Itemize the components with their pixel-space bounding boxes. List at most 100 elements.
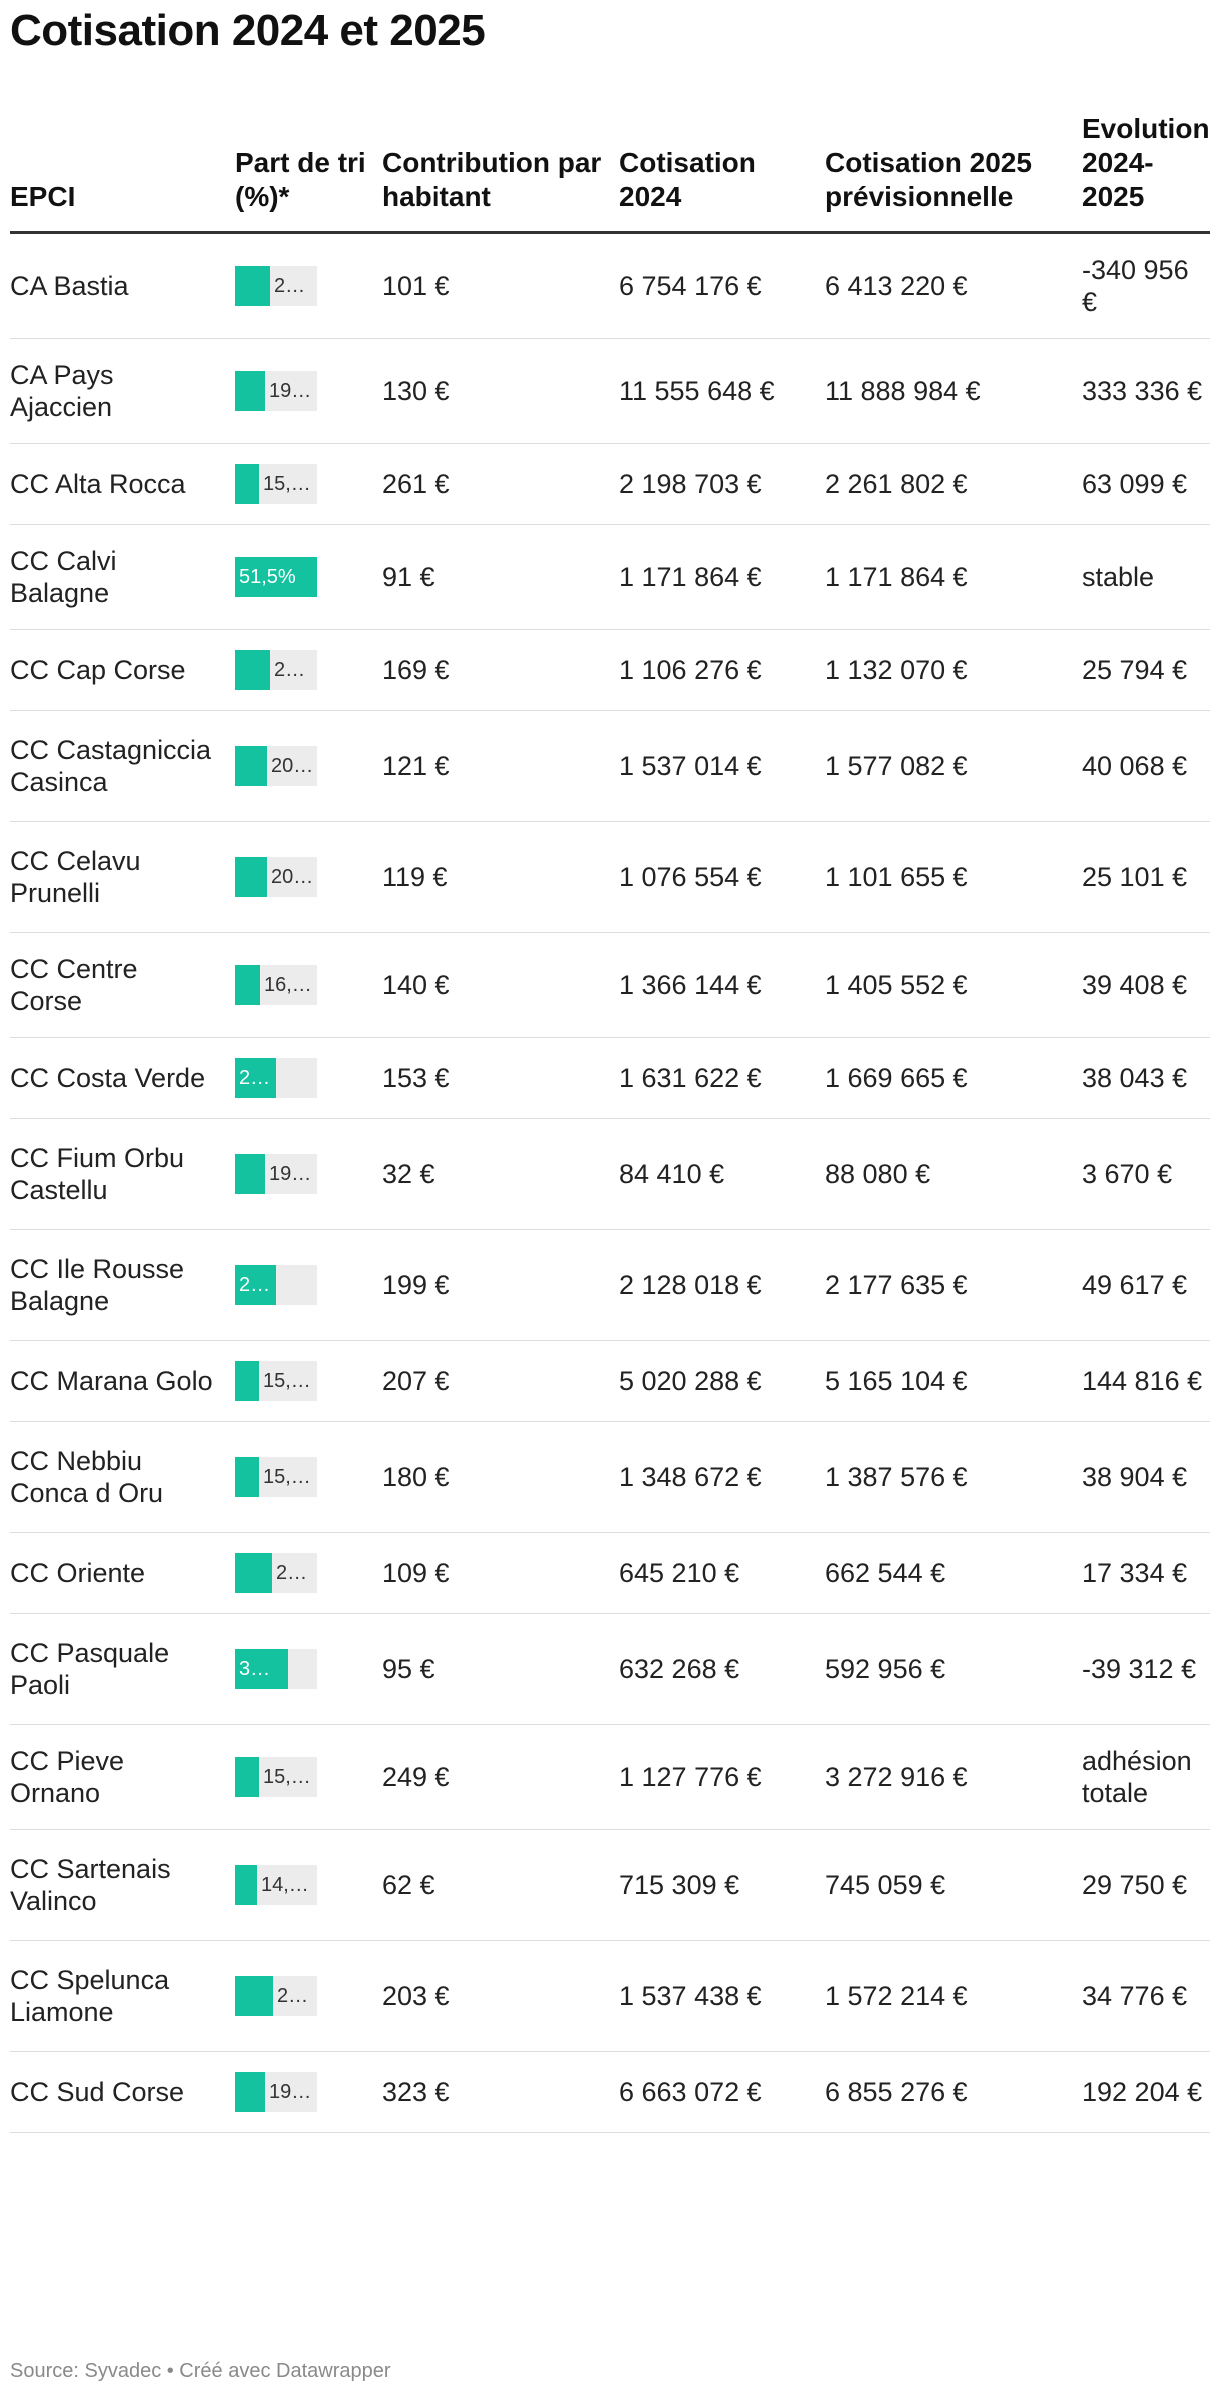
table-row: CC Spelunca Liamone 2… 203 €1 537 438 €1 5… <box>10 1940 1210 2052</box>
cell-part-de-tri: 2… <box>235 1940 382 2052</box>
part-de-tri-bar-fill <box>235 557 317 597</box>
cell-cotisation-2025: 88 080 € <box>825 1118 1082 1230</box>
part-de-tri-bar: 19… <box>235 1154 317 1194</box>
cell-evolution: stable <box>1082 524 1210 630</box>
page-title: Cotisation 2024 et 2025 <box>10 6 486 55</box>
part-de-tri-bar-fill <box>235 746 267 786</box>
cell-evolution: 40 068 € <box>1082 710 1210 822</box>
cell-contribution: 203 € <box>382 1940 619 2052</box>
cell-epci: CC Pasquale Paoli <box>10 1613 235 1725</box>
cell-contribution: 169 € <box>382 629 619 711</box>
cell-evolution: 29 750 € <box>1082 1829 1210 1941</box>
table-row: CC Cap Corse 2… 169 €1 106 276 €1 132 070 … <box>10 629 1210 711</box>
column-header-evolution[interactable]: Evolution 2024-2025 <box>1082 112 1210 234</box>
cell-epci: CC Sartenais Valinco <box>10 1829 235 1941</box>
part-de-tri-bar: 2… <box>235 1058 317 1098</box>
table-row: CC Marana Golo 15,… 207 €5 020 288 €5 165 … <box>10 1340 1210 1422</box>
cell-contribution: 119 € <box>382 821 619 933</box>
cell-part-de-tri: 2… <box>235 1532 382 1614</box>
part-de-tri-bar-fill <box>235 1154 265 1194</box>
cell-evolution: 3 670 € <box>1082 1118 1210 1230</box>
part-de-tri-bar: 20… <box>235 857 317 897</box>
cell-cotisation-2024: 1 366 144 € <box>619 932 825 1038</box>
cell-part-de-tri: 2… <box>235 1037 382 1119</box>
column-header-contribution[interactable]: Contribution par habitant <box>382 112 619 234</box>
cell-part-de-tri: 2… <box>235 1229 382 1341</box>
cell-contribution: 95 € <box>382 1613 619 1725</box>
cell-cotisation-2025: 1 132 070 € <box>825 629 1082 711</box>
cell-contribution: 32 € <box>382 1118 619 1230</box>
cell-contribution: 323 € <box>382 2051 619 2133</box>
part-de-tri-label: 19… <box>269 1163 312 1185</box>
part-de-tri-bar: 19… <box>235 371 317 411</box>
cell-evolution: -340 956 € <box>1082 232 1210 339</box>
cell-evolution: 34 776 € <box>1082 1940 1210 2052</box>
part-de-tri-bar-fill <box>235 965 260 1005</box>
cell-epci: CC Fium Orbu Castellu <box>10 1118 235 1230</box>
cell-part-de-tri: 2… <box>235 629 382 711</box>
part-de-tri-label: 2… <box>276 1562 308 1584</box>
cell-part-de-tri: 51,5% <box>235 524 382 630</box>
cell-evolution: 49 617 € <box>1082 1229 1210 1341</box>
cell-cotisation-2024: 6 663 072 € <box>619 2051 825 2133</box>
column-header-cotisation-2025[interactable]: Cotisation 2025 prévisionnelle <box>825 112 1082 234</box>
cell-cotisation-2024: 1 537 014 € <box>619 710 825 822</box>
cell-cotisation-2024: 11 555 648 € <box>619 338 825 444</box>
column-header-cotisation-2024[interactable]: Cotisation 2024 <box>619 112 825 234</box>
cell-cotisation-2025: 662 544 € <box>825 1532 1082 1614</box>
cell-epci: CA Pays Ajaccien <box>10 338 235 444</box>
cell-part-de-tri: 19… <box>235 1118 382 1230</box>
cell-contribution: 199 € <box>382 1229 619 1341</box>
cell-epci: CC Calvi Balagne <box>10 524 235 630</box>
part-de-tri-bar-fill <box>235 1865 257 1905</box>
part-de-tri-label: 15,… <box>263 473 311 495</box>
cell-cotisation-2025: 6 413 220 € <box>825 232 1082 339</box>
part-de-tri-label: 15,… <box>263 1766 311 1788</box>
cell-evolution: -39 312 € <box>1082 1613 1210 1725</box>
table-row: CA Pays Ajaccien 19… 130 €11 555 648 €11 8… <box>10 338 1210 444</box>
cell-part-de-tri: 20… <box>235 710 382 822</box>
cell-part-de-tri: 15,… <box>235 1421 382 1533</box>
cell-cotisation-2025: 1 405 552 € <box>825 932 1082 1038</box>
cell-cotisation-2025: 745 059 € <box>825 1829 1082 1941</box>
part-de-tri-label: 15,… <box>263 1370 311 1392</box>
cell-part-de-tri: 15,… <box>235 443 382 525</box>
table-row: CC Centre Corse 16,… 140 €1 366 144 €1 405… <box>10 932 1210 1038</box>
cell-contribution: 109 € <box>382 1532 619 1614</box>
cell-cotisation-2024: 1 348 672 € <box>619 1421 825 1533</box>
part-de-tri-bar: 2… <box>235 1553 317 1593</box>
part-de-tri-label: 3… <box>239 1658 271 1680</box>
cell-cotisation-2024: 1 076 554 € <box>619 821 825 933</box>
cell-cotisation-2024: 632 268 € <box>619 1613 825 1725</box>
cell-cotisation-2024: 84 410 € <box>619 1118 825 1230</box>
cell-evolution: 63 099 € <box>1082 443 1210 525</box>
table-row: CC Sartenais Valinco 14,… 62 €715 309 €745… <box>10 1829 1210 1941</box>
column-header-part-de-tri[interactable]: Part de tri (%)* <box>235 112 382 234</box>
part-de-tri-bar-fill <box>235 371 265 411</box>
table-row: CA Bastia 2… 101 €6 754 176 €6 413 220 € -3… <box>10 232 1210 339</box>
part-de-tri-label: 2… <box>239 1067 271 1089</box>
cell-epci: CC Oriente <box>10 1532 235 1614</box>
part-de-tri-bar: 2… <box>235 1976 317 2016</box>
part-de-tri-bar: 3… <box>235 1649 317 1689</box>
cell-cotisation-2025: 3 272 916 € <box>825 1724 1082 1830</box>
cell-epci: CC Alta Rocca <box>10 443 235 525</box>
table-row: CC Oriente 2… 109 €645 210 €662 544 €17 33… <box>10 1532 1210 1614</box>
part-de-tri-label: 2… <box>239 1274 271 1296</box>
part-de-tri-bar-fill <box>235 2072 265 2112</box>
cell-part-de-tri: 2… <box>235 232 382 339</box>
cell-cotisation-2025: 5 165 104 € <box>825 1340 1082 1422</box>
cell-contribution: 62 € <box>382 1829 619 1941</box>
cell-contribution: 207 € <box>382 1340 619 1422</box>
cell-cotisation-2024: 1 106 276 € <box>619 629 825 711</box>
cell-evolution: 25 101 € <box>1082 821 1210 933</box>
part-de-tri-bar-fill <box>235 1265 276 1305</box>
column-header-epci[interactable]: EPCI <box>10 112 235 234</box>
cell-contribution: 101 € <box>382 232 619 339</box>
part-de-tri-bar: 19… <box>235 2072 317 2112</box>
table-row: CC Calvi Balagne 51,5% 91 €1 171 864 €1 17… <box>10 524 1210 630</box>
part-de-tri-label: 2… <box>274 659 306 681</box>
table-row: CC Alta Rocca 15,… 261 €2 198 703 €2 261 8… <box>10 443 1210 525</box>
part-de-tri-label: 2… <box>274 275 306 297</box>
part-de-tri-bar: 16,… <box>235 965 317 1005</box>
